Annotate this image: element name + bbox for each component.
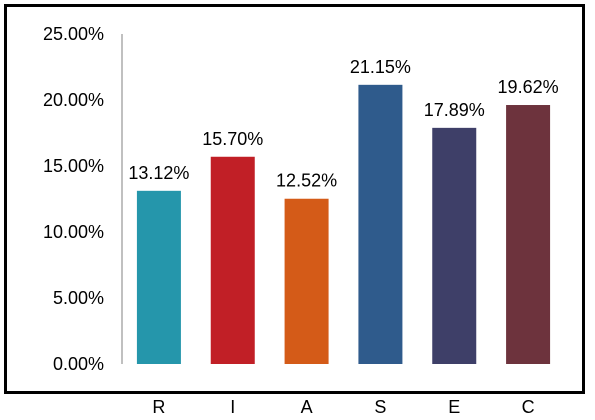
data-label-a: 12.52% <box>276 171 337 191</box>
data-label-s: 21.15% <box>350 57 411 77</box>
bar-a <box>284 198 329 364</box>
x-tick-label-r: R <box>152 397 165 417</box>
data-label-r: 13.12% <box>128 163 189 183</box>
data-label-c: 19.62% <box>498 77 559 97</box>
bar-r <box>136 190 181 364</box>
data-label-e: 17.89% <box>424 100 485 120</box>
x-tick-label-s: S <box>374 397 386 417</box>
x-tick-label-i: I <box>230 397 235 417</box>
bar-c <box>506 105 551 365</box>
data-labels: 13.12% 15.70% 12.52% 21.15% 17.89% 19.62% <box>128 57 558 191</box>
y-tick-label: 5.00% <box>53 288 104 308</box>
y-tick-label: 15.00% <box>43 156 104 176</box>
y-axis-ticks: 0.00% 5.00% 10.00% 15.00% 20.00% 25.00% <box>43 24 104 374</box>
y-tick-label: 20.00% <box>43 90 104 110</box>
y-tick-label: 0.00% <box>53 354 104 374</box>
x-tick-label-a: A <box>301 397 313 417</box>
bar-e <box>432 127 477 365</box>
data-label-i: 15.70% <box>202 129 263 149</box>
x-tick-label-e: E <box>448 397 460 417</box>
x-tick-label-c: C <box>522 397 535 417</box>
bar-s <box>358 84 403 364</box>
y-tick-label: 10.00% <box>43 222 104 242</box>
y-tick-label: 25.00% <box>43 24 104 44</box>
bar-i <box>210 156 255 364</box>
bars <box>136 84 551 365</box>
